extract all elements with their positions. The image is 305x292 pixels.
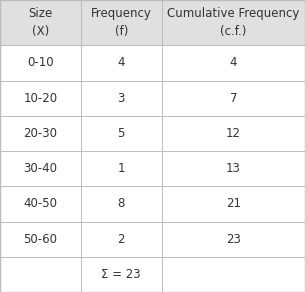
Text: 30-40: 30-40 [23,162,57,175]
Text: Size
(X): Size (X) [28,7,52,38]
Text: 8: 8 [117,197,125,210]
Bar [162,222,305,257]
Bar [162,45,305,81]
Bar [0,45,81,81]
Bar [0,151,81,186]
Text: Frequency
(f): Frequency (f) [91,7,152,38]
Text: 3: 3 [117,92,125,105]
Bar [0,116,81,151]
Text: 2: 2 [117,233,125,246]
Bar [162,81,305,116]
Text: 23: 23 [226,233,241,246]
Bar [81,45,162,81]
Text: 7: 7 [230,92,237,105]
Bar [81,81,162,116]
Bar [162,0,305,45]
Text: 4: 4 [117,56,125,69]
Bar [162,186,305,222]
Text: Cumulative Frequency
(c.f.): Cumulative Frequency (c.f.) [167,7,300,38]
Bar [162,151,305,186]
Text: 50-60: 50-60 [23,233,57,246]
Bar [81,257,162,292]
Text: 20-30: 20-30 [23,127,57,140]
Bar [81,186,162,222]
Text: 12: 12 [226,127,241,140]
Text: Σ = 23: Σ = 23 [102,268,141,281]
Bar [0,222,81,257]
Bar [162,257,305,292]
Bar [0,0,81,45]
Text: 4: 4 [230,56,237,69]
Text: 13: 13 [226,162,241,175]
Text: 1: 1 [117,162,125,175]
Text: 21: 21 [226,197,241,210]
Bar [0,186,81,222]
Bar [162,116,305,151]
Bar [81,0,162,45]
Bar [0,257,81,292]
Bar [81,222,162,257]
Bar [0,81,81,116]
Bar [81,116,162,151]
Bar [81,151,162,186]
Text: 10-20: 10-20 [23,92,57,105]
Text: 40-50: 40-50 [23,197,57,210]
Text: 0-10: 0-10 [27,56,54,69]
Text: 5: 5 [117,127,125,140]
